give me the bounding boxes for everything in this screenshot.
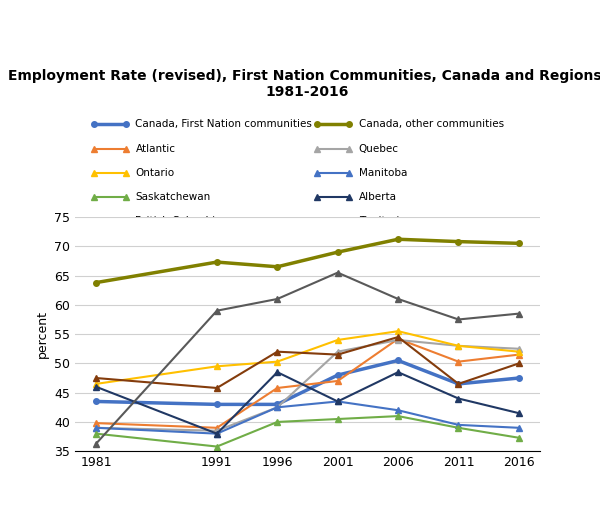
Manitoba	[214, 430, 221, 437]
Text: Territories: Territories	[359, 216, 411, 226]
Alberta	[274, 369, 281, 375]
Ontario	[92, 381, 100, 387]
Atlantic	[515, 351, 523, 357]
Ontario	[274, 358, 281, 365]
Text: Atlantic: Atlantic	[136, 144, 175, 154]
Line: Manitoba: Manitoba	[92, 398, 523, 437]
Line: Alberta: Alberta	[92, 369, 523, 437]
Canada, First Nation communities	[334, 372, 341, 378]
Manitoba	[274, 404, 281, 410]
Canada, other communities	[455, 239, 462, 245]
Line: Canada, other communities: Canada, other communities	[94, 236, 521, 285]
Atlantic	[274, 385, 281, 391]
Alberta	[92, 384, 100, 390]
Saskatchewan	[394, 413, 401, 419]
Alberta	[515, 410, 523, 416]
Canada, other communities	[334, 249, 341, 255]
Line: Quebec: Quebec	[92, 337, 523, 434]
Canada, First Nation communities	[394, 357, 401, 364]
Alberta	[455, 395, 462, 402]
British Columbia	[455, 381, 462, 387]
Manitoba	[394, 407, 401, 413]
Manitoba	[515, 425, 523, 431]
Canada, other communities	[214, 259, 221, 265]
Line: British Columbia: British Columbia	[92, 334, 523, 391]
Canada, First Nation communities	[214, 402, 221, 408]
Canada, First Nation communities	[92, 399, 100, 405]
Manitoba	[92, 425, 100, 431]
Line: Saskatchewan: Saskatchewan	[92, 413, 523, 450]
British Columbia	[92, 375, 100, 381]
Quebec	[394, 337, 401, 343]
Quebec	[455, 343, 462, 349]
Canada, other communities	[274, 264, 281, 270]
Saskatchewan	[455, 425, 462, 431]
Manitoba	[455, 422, 462, 428]
Saskatchewan	[274, 419, 281, 425]
Alberta	[214, 430, 221, 437]
Atlantic	[214, 425, 221, 431]
Ontario	[515, 349, 523, 355]
Line: Canada, First Nation communities: Canada, First Nation communities	[94, 357, 521, 407]
Canada, other communities	[515, 240, 523, 246]
British Columbia	[515, 360, 523, 367]
Canada, First Nation communities	[274, 402, 281, 408]
Text: Canada, First Nation communities: Canada, First Nation communities	[136, 119, 313, 129]
Quebec	[515, 346, 523, 352]
Alberta	[334, 399, 341, 405]
Line: Atlantic: Atlantic	[92, 335, 523, 431]
Atlantic	[394, 336, 401, 342]
British Columbia	[274, 349, 281, 355]
Text: Saskatchewan: Saskatchewan	[136, 192, 211, 202]
Quebec	[274, 404, 281, 410]
Canada, other communities	[92, 279, 100, 285]
Saskatchewan	[515, 434, 523, 441]
Line: Territories: Territories	[92, 269, 523, 447]
Ontario	[394, 328, 401, 334]
Ontario	[455, 343, 462, 349]
Alberta	[394, 369, 401, 375]
Territories	[515, 311, 523, 317]
British Columbia	[214, 385, 221, 391]
Ontario	[214, 364, 221, 370]
Quebec	[92, 425, 100, 431]
Text: Canada, other communities: Canada, other communities	[359, 119, 504, 129]
Atlantic	[334, 378, 341, 384]
Y-axis label: percent: percent	[35, 310, 49, 358]
Territories	[394, 296, 401, 302]
Quebec	[334, 349, 341, 355]
Canada, other communities	[394, 236, 401, 242]
Line: Ontario: Ontario	[92, 328, 523, 387]
Territories	[274, 296, 281, 302]
British Columbia	[394, 334, 401, 340]
Manitoba	[334, 399, 341, 405]
Saskatchewan	[334, 416, 341, 422]
Text: British Columbia: British Columbia	[136, 216, 222, 226]
Canada, First Nation communities	[515, 375, 523, 381]
Atlantic	[455, 358, 462, 365]
Quebec	[214, 428, 221, 434]
Text: Alberta: Alberta	[359, 192, 397, 202]
Text: Employment Rate (revised), First Nation Communities, Canada and Regions,
1981-20: Employment Rate (revised), First Nation …	[8, 69, 600, 99]
British Columbia	[334, 351, 341, 357]
Territories	[214, 308, 221, 314]
Territories	[334, 270, 341, 276]
Text: Ontario: Ontario	[136, 168, 175, 178]
Territories	[455, 316, 462, 322]
Atlantic	[92, 420, 100, 426]
Text: Quebec: Quebec	[359, 144, 398, 154]
Ontario	[334, 337, 341, 343]
Text: Manitoba: Manitoba	[359, 168, 407, 178]
Canada, First Nation communities	[455, 381, 462, 387]
Territories	[92, 441, 100, 447]
Saskatchewan	[214, 444, 221, 450]
Saskatchewan	[92, 430, 100, 437]
